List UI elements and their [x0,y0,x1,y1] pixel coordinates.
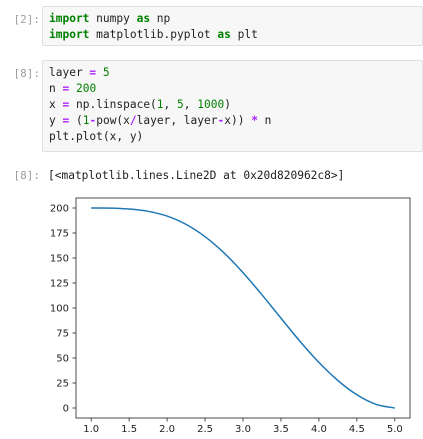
y-tick-label: 150 [50,254,69,265]
y-tick-label: 25 [56,379,69,390]
code-token: = [62,82,70,95]
code-token: , [183,98,198,111]
x-tick-label: 1.5 [121,424,137,435]
code-token: matplotlib.pyplot [89,28,218,41]
code-token [96,66,103,79]
code-token: 1 [82,114,90,127]
code-token: y [49,114,63,127]
code-line: layer = 5 [49,65,416,81]
code-token: pow(x [96,114,130,127]
code-token: import [49,12,90,25]
y-tick-label: 200 [50,204,69,215]
code-token: plt.plot(x, y) [49,130,144,143]
code-token: 200 [75,82,97,95]
code-token: layer [49,66,90,79]
code-token: np.linspace( [69,98,157,111]
code-token: - [217,114,225,127]
code-token: n [49,82,63,95]
code-token [69,82,76,95]
code-token: 5 [177,98,184,111]
code-token: n [257,114,272,127]
code-line: plt.plot(x, y) [49,129,416,145]
code-token: 1000 [197,98,225,111]
code-token: import [49,28,90,41]
output-text: [<matplotlib.lines.Line2D at 0x20d820962… [48,169,345,182]
code-token: = [89,66,97,79]
x-tick-label: 3.0 [235,424,251,435]
x-tick-label: 3.5 [273,424,289,435]
code-cell-1[interactable]: [2]: import numpy as np import matplotlib… [0,6,423,46]
code-token: layer, layer [136,114,218,127]
code-token: numpy [89,12,137,25]
code-line: y = (1-pow(x/layer, layer-x)) * n [49,113,416,129]
code-token: 5 [102,66,110,79]
code-input[interactable]: import numpy as np import matplotlib.pypl… [42,6,423,46]
x-tick-label: 2.0 [159,424,175,435]
y-tick-label: 100 [50,304,69,315]
output-cell: [8]: [<matplotlib.lines.Line2D at 0x20d8… [0,160,423,439]
line-chart: 1.0 1.5 2.0 2.5 3.0 3.5 4.0 4.5 5.0 0 25 50 75 100 125… [50,197,411,435]
code-token: np [150,12,171,25]
plot-frame [75,197,411,419]
cell-prompt: [8]: [13,67,41,80]
code-token: , [163,98,178,111]
cell-prompt: [2]: [13,13,41,26]
x-tick-label: 5.0 [387,424,403,435]
code-line: x = np.linspace(1, 5, 1000) [49,97,416,113]
x-tick-label: 4.0 [311,424,327,435]
code-token: as [217,28,231,41]
code-token: / [129,114,137,127]
y-tick-label: 175 [50,229,69,240]
series-line [91,207,395,409]
code-token: x)) [224,114,252,127]
code-token: x [49,98,63,111]
y-tick-label: 75 [56,329,69,340]
code-token: ) [224,98,231,111]
code-token: = [62,98,70,111]
code-token: ( [69,114,83,127]
code-token: = [62,114,70,127]
code-token: as [136,12,151,25]
x-tick-label: 4.5 [349,424,365,435]
output-prompt: [8]: [13,169,41,182]
x-tick-label: 2.5 [197,424,213,435]
code-token: * [251,114,258,127]
code-token: - [89,114,97,127]
code-line: n = 200 [49,81,416,97]
code-line: import matplotlib.pyplot as plt [49,27,416,43]
code-token: plt [230,28,258,41]
code-token: 1 [156,98,164,111]
code-line: import numpy as np [49,11,416,27]
x-tick-label: 1.0 [83,424,99,435]
y-tick-label: 50 [56,354,69,365]
y-tick-label: 125 [50,279,69,290]
y-tick-label: 0 [63,404,69,415]
